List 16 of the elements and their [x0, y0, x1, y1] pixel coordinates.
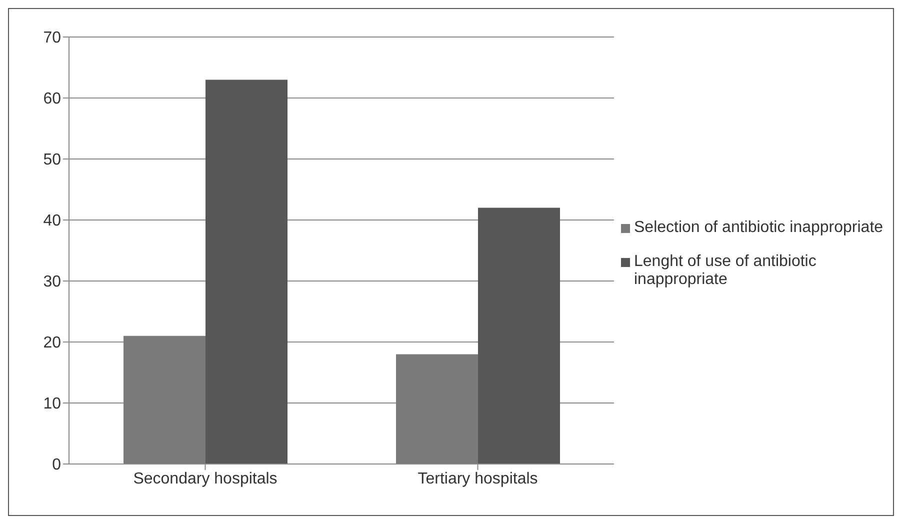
- y-tick-label: 10: [43, 396, 62, 413]
- y-tick-label: 50: [43, 152, 62, 169]
- y-tick-label: 30: [43, 274, 62, 291]
- bar: [478, 208, 560, 464]
- legend-label: Selection of antibiotic inappropriate: [634, 219, 884, 237]
- legend-label: Lenght of use of antibiotic inappropriate: [634, 253, 818, 289]
- y-tick-label: 20: [43, 334, 62, 352]
- y-tick-label: 0: [52, 456, 62, 474]
- bar: [124, 336, 206, 464]
- bar: [396, 354, 478, 464]
- bar: [206, 80, 288, 464]
- y-tick-label: 40: [43, 212, 62, 230]
- x-tick-label: Secondary hospitals: [133, 470, 278, 488]
- y-tick-label: 60: [43, 90, 62, 108]
- x-tick-label: Tertiary hospitals: [418, 470, 538, 488]
- y-tick-label: 70: [43, 30, 62, 47]
